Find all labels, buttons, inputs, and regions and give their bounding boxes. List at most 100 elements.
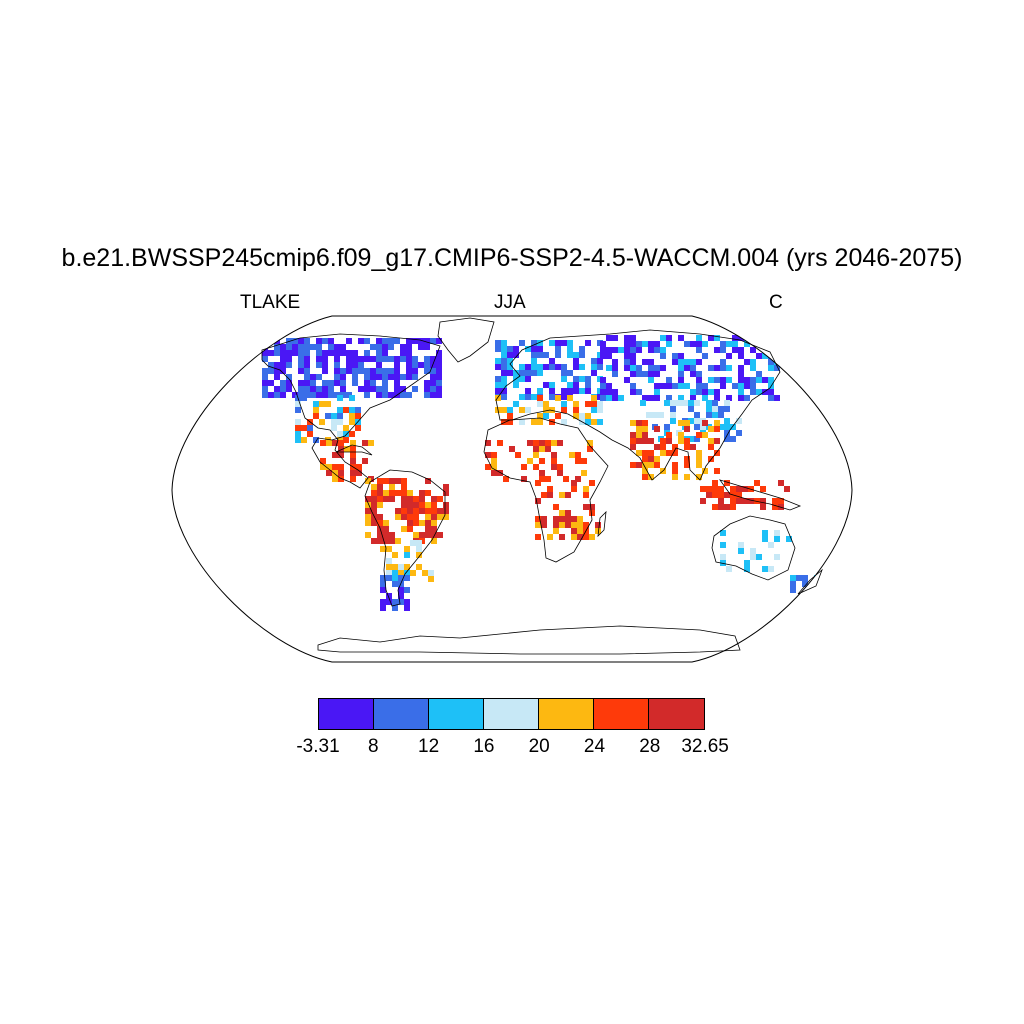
lake-cell [778, 498, 784, 504]
lake-cell [383, 538, 389, 544]
lake-cell [419, 520, 425, 526]
lake-cell [392, 570, 398, 576]
lake-cell [774, 347, 780, 353]
lake-cell [380, 575, 386, 581]
lake-cell [519, 364, 525, 370]
lake-cell [750, 554, 756, 560]
lake-cell [364, 368, 370, 374]
lake-cell [760, 486, 766, 492]
lake-cell [684, 474, 690, 480]
lake-cell [292, 338, 298, 344]
lake-cell [280, 386, 286, 392]
lake-cell [349, 407, 355, 413]
lake-cell [630, 335, 636, 341]
lake-cell [543, 413, 549, 419]
lake-cell [712, 480, 718, 486]
lake-cell [571, 486, 577, 492]
lake-cell [672, 444, 678, 450]
lake-cell [431, 538, 437, 544]
lake-cell [338, 452, 344, 458]
lake-cell [718, 504, 724, 510]
lake-cell [507, 358, 513, 364]
lake-cell [772, 504, 778, 510]
lake-cell [400, 386, 406, 392]
lake-cell [555, 413, 561, 419]
lake-cell [684, 383, 690, 389]
lake-cell [537, 419, 543, 425]
lake-cell [549, 340, 555, 346]
lake-cell [382, 344, 388, 350]
lake-cell [720, 554, 726, 560]
lake-cell [332, 464, 338, 470]
lake-cell [501, 370, 507, 376]
lake-cell [370, 344, 376, 350]
lake-cell [419, 508, 425, 514]
lake-cell [262, 356, 268, 362]
lake-cell [389, 532, 395, 538]
lake-cell [404, 570, 410, 576]
lake-cell [407, 520, 413, 526]
lake-cell [606, 389, 612, 395]
lake-cell [371, 490, 377, 496]
lake-cell [310, 374, 316, 380]
lake-cell [750, 335, 756, 341]
lake-cell [304, 386, 310, 392]
lake-cell [274, 368, 280, 374]
lake-cell [350, 458, 356, 464]
lake-cell [377, 502, 383, 508]
lake-cell [334, 362, 340, 368]
lake-cell [694, 418, 700, 424]
lake-cell [714, 438, 720, 444]
lake-cell [332, 452, 338, 458]
lake-cell [352, 362, 358, 368]
lake-cell [497, 440, 503, 446]
lake-cell [430, 338, 436, 344]
lake-cell [404, 546, 410, 552]
lake-cell [660, 450, 666, 456]
lake-cell [328, 338, 334, 344]
lake-cell [356, 470, 362, 476]
lake-cell [443, 502, 449, 508]
lake-cell [702, 389, 708, 395]
lake-cell [398, 564, 404, 570]
lake-cell [573, 382, 579, 388]
lake-cell [428, 570, 434, 576]
lake-cell [310, 386, 316, 392]
lake-cell [690, 395, 696, 401]
lake-cell [392, 581, 398, 587]
lake-cell [543, 407, 549, 413]
lake-cell [642, 420, 648, 426]
lake-cell [280, 350, 286, 356]
lake-cell [386, 558, 392, 564]
lake-cell [561, 376, 567, 382]
lake-cell [521, 464, 527, 470]
lake-cell [606, 395, 612, 401]
lake-cell [694, 412, 700, 418]
units-label: C [769, 292, 783, 313]
lake-cell [724, 400, 730, 406]
lake-cell [790, 575, 796, 581]
lake-cell [380, 587, 386, 593]
lake-cell [712, 504, 718, 510]
lake-cell [696, 474, 702, 480]
lake-cell [349, 413, 355, 419]
lake-cell [738, 542, 744, 548]
lake-cell [744, 383, 750, 389]
lake-cell [575, 458, 581, 464]
lake-cell [672, 383, 678, 389]
lake-cell [565, 492, 571, 498]
lake-cell [398, 593, 404, 599]
lake-cell [380, 599, 386, 605]
lake-cell [425, 490, 431, 496]
lake-cell [567, 388, 573, 394]
lake-cell [696, 456, 702, 462]
lake-cell [712, 486, 718, 492]
lake-cell [756, 389, 762, 395]
lake-cell [340, 350, 346, 356]
lake-cell [394, 362, 400, 368]
lake-cell [694, 424, 700, 430]
lake-cell [720, 530, 726, 536]
lake-cell [437, 514, 443, 520]
lake-cell [337, 407, 343, 413]
lake-cell [513, 382, 519, 388]
